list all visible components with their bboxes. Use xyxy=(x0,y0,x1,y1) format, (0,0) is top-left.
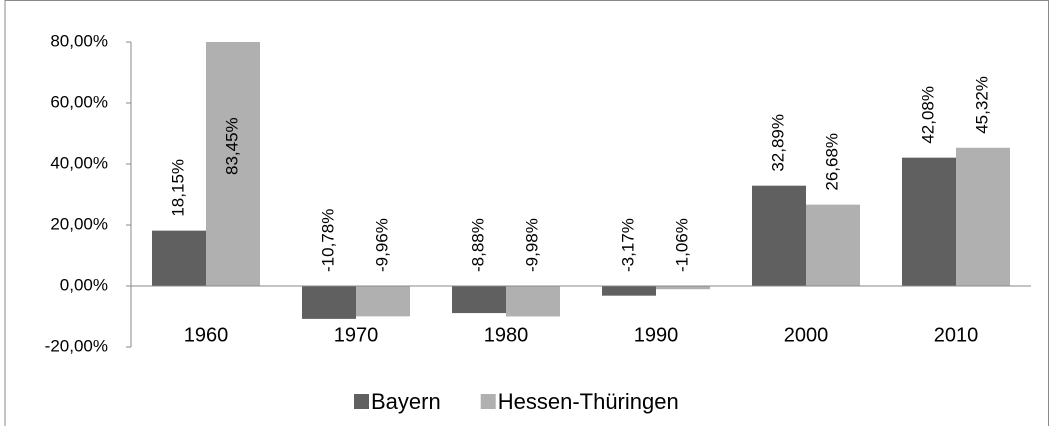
x-tick-label: 2000 xyxy=(784,324,829,346)
data-label: -10,78% xyxy=(318,209,337,272)
data-label: 32,89% xyxy=(768,114,787,172)
bar xyxy=(506,286,560,317)
bar xyxy=(752,185,806,286)
bar xyxy=(452,286,506,314)
legend-swatch xyxy=(480,394,496,409)
data-label: 45,32% xyxy=(972,76,991,134)
data-label: -9,96% xyxy=(372,218,391,272)
bar xyxy=(152,230,206,286)
bar xyxy=(302,286,356,319)
bar xyxy=(956,147,1010,286)
x-tick-label: 1990 xyxy=(634,324,679,346)
x-tick-label: 1960 xyxy=(184,324,229,346)
chart-frame xyxy=(4,0,1049,426)
data-label: -8,88% xyxy=(468,218,487,272)
y-tick-label: 0,00% xyxy=(60,275,108,294)
legend-label: Hessen-Thüringen xyxy=(498,389,679,414)
data-label: -1,06% xyxy=(672,218,691,272)
y-tick-label: 60,00% xyxy=(50,92,108,111)
plot-area xyxy=(152,42,1010,319)
legend-label: Bayern xyxy=(371,389,441,414)
bar xyxy=(656,286,710,290)
data-label: -9,98% xyxy=(522,218,541,272)
y-tick-label: 80,00% xyxy=(50,31,108,50)
bar xyxy=(602,286,656,296)
data-label: 42,08% xyxy=(918,86,937,144)
x-tick-label: 1970 xyxy=(334,324,379,346)
y-tick-label: 20,00% xyxy=(50,214,108,233)
data-label: 18,15% xyxy=(168,159,187,217)
x-tick-label: 1980 xyxy=(484,324,529,346)
legend-swatch xyxy=(354,394,369,409)
y-tick-label: 40,00% xyxy=(50,153,108,172)
x-tick-label: 2010 xyxy=(934,324,979,346)
data-label: 83,45% xyxy=(222,117,241,175)
data-label: -3,17% xyxy=(618,218,637,272)
bar xyxy=(206,42,260,286)
data-label: 26,68% xyxy=(822,133,841,191)
bar xyxy=(902,157,956,286)
y-tick-label: -20,00% xyxy=(45,336,108,355)
bar xyxy=(806,204,860,286)
bar xyxy=(356,286,410,317)
